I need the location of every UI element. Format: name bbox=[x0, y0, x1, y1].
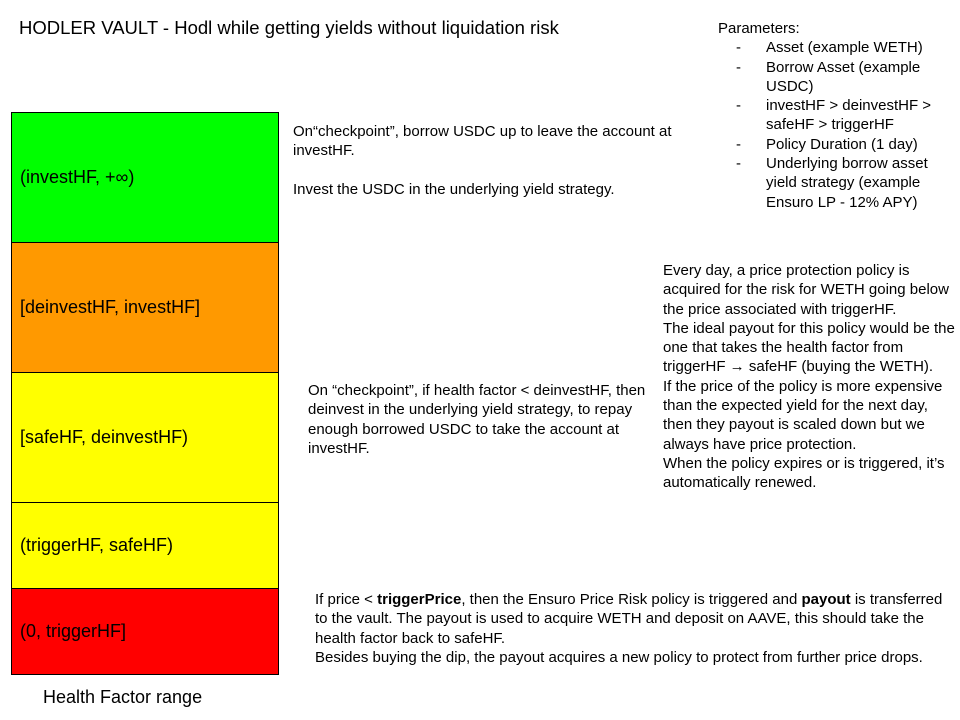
parameter-item: Policy Duration (1 day) bbox=[718, 135, 958, 155]
invest-note-line: Invest the USDC in the underlying yield … bbox=[293, 180, 615, 198]
policy-note: Every day, a price protection policy is … bbox=[663, 261, 958, 493]
policy-note-line: If the price of the policy is more expen… bbox=[663, 377, 943, 453]
trigger-text: If price < bbox=[315, 591, 378, 608]
parameter-item: Underlying borrow asset yield strategy (… bbox=[718, 154, 958, 212]
parameters-heading: Parameters: bbox=[718, 20, 800, 37]
parameter-item: Asset (example WETH) bbox=[718, 38, 958, 58]
trigger-note: If price < triggerPrice, then the Ensuro… bbox=[315, 590, 945, 667]
band-safe-range: [safeHF, deinvestHF) bbox=[11, 372, 279, 503]
band-trigger-range: (triggerHF, safeHF) bbox=[11, 502, 279, 589]
policy-note-line: Every day, a price protection policy is … bbox=[663, 262, 949, 318]
band-deinvest-range: [deinvestHF, investHF] bbox=[11, 242, 279, 373]
health-factor-bands: (investHF, +∞) [deinvestHF, investHF] [s… bbox=[11, 112, 279, 675]
parameters-list: Asset (example WETH) Borrow Asset (examp… bbox=[718, 38, 958, 212]
trigger-text: is transferred to the vault. The payout … bbox=[315, 591, 943, 647]
invest-note-line: On“checkpoint”, borrow USDC up to leave … bbox=[293, 123, 672, 160]
parameter-item: Borrow Asset (example USDC) bbox=[718, 58, 958, 97]
trigger-text: , then the Ensuro Price Risk policy is t… bbox=[461, 591, 802, 608]
page-title: HODLER VAULT - Hodl while getting yields… bbox=[19, 17, 559, 38]
trigger-note-paragraph: Besides buying the dip, the payout acqui… bbox=[315, 648, 923, 666]
trigger-price-term: triggerPrice bbox=[377, 591, 462, 608]
health-factor-range-label: Health Factor range bbox=[43, 687, 203, 707]
payout-term: payout bbox=[801, 591, 851, 608]
invest-note: On“checkpoint”, borrow USDC up to leave … bbox=[293, 122, 703, 199]
band-invest-range: (investHF, +∞) bbox=[11, 112, 279, 243]
trigger-note-paragraph: If price < triggerPrice, then the Ensuro… bbox=[315, 590, 945, 648]
parameter-item: investHF > deinvestHF > safeHF > trigger… bbox=[718, 96, 958, 135]
band-liquidation-range: (0, triggerHF] bbox=[11, 588, 279, 675]
parameters-panel: Parameters: Asset (example WETH) Borrow … bbox=[718, 19, 958, 212]
deinvest-note: On “checkpoint”, if health factor < dein… bbox=[308, 381, 653, 458]
policy-note-line: When the policy expires or is triggered,… bbox=[663, 454, 945, 492]
policy-note-line: The ideal payout for this policy would b… bbox=[663, 319, 955, 376]
deinvest-note-text: On “checkpoint”, if health factor < dein… bbox=[308, 382, 646, 457]
